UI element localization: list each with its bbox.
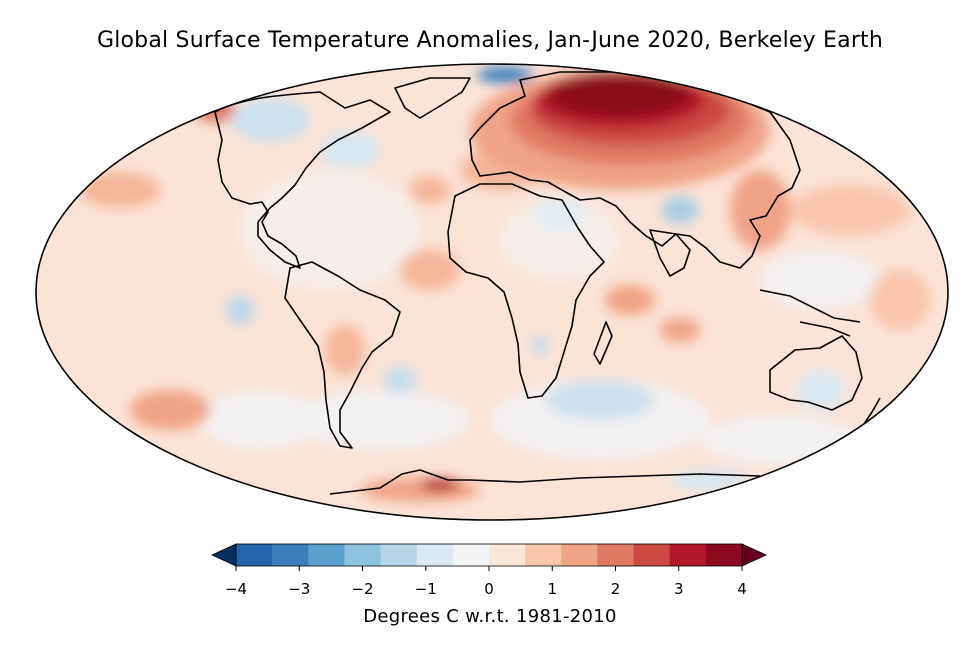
colorbar-segment	[561, 544, 598, 566]
colorbar-tick-label: −1	[414, 580, 437, 598]
colorbar-segment	[597, 544, 635, 566]
colorbar-segment	[416, 544, 454, 566]
colorbar-segment	[525, 544, 562, 566]
colorbar-segment	[489, 544, 526, 566]
colorbar-tick-label: 1	[547, 580, 558, 598]
colorbar-segment	[669, 544, 707, 566]
colorbar-tick-label: −3	[288, 580, 311, 598]
colorbar-tick-label: 2	[610, 580, 621, 598]
colorbar-segment	[308, 544, 345, 566]
colorbar-segment	[705, 544, 743, 566]
colorbar-tick-label: −4	[224, 580, 248, 598]
colorbar-tick-label: 3	[673, 580, 684, 598]
colorbar-extend-min	[211, 543, 237, 567]
coastlines	[214, 71, 881, 495]
colorbar-segment	[452, 544, 490, 566]
colorbar-extend-max	[741, 543, 767, 567]
colorbar-tick-label: 0	[484, 580, 494, 598]
colorbar-tick-label: −2	[351, 580, 374, 598]
colorbar-tick-label: 4	[737, 580, 747, 598]
colorbar-segment	[633, 544, 671, 566]
colorbar-segment	[344, 544, 382, 566]
colorbar-segment	[380, 544, 418, 566]
colorbar-segment	[272, 544, 309, 566]
anomaly-field	[36, 64, 948, 520]
colorbar-label: Degrees C w.r.t. 1981-2010	[363, 606, 617, 627]
map-outline	[35, 63, 949, 521]
map-title: Global Surface Temperature Anomalies, Ja…	[96, 28, 884, 53]
colorbar-segment	[236, 544, 273, 566]
